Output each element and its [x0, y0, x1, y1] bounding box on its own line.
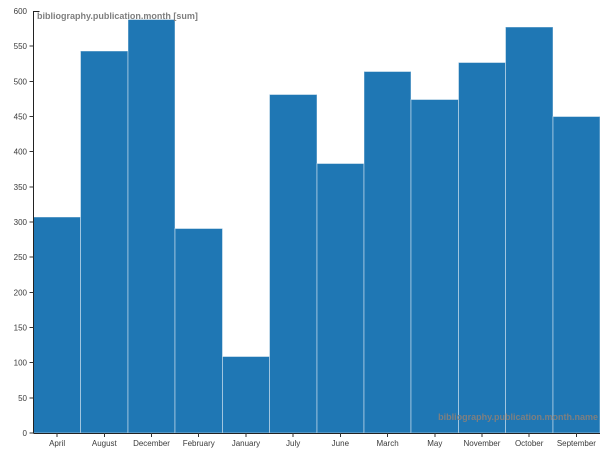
bar: [316, 163, 365, 434]
y-tick-label: 350: [14, 183, 28, 192]
x-tick-label: March: [376, 439, 398, 448]
y-tick-label: 200: [14, 288, 28, 297]
y-tick-label: 600: [14, 7, 28, 16]
bar: [174, 227, 223, 434]
y-tick-label: 450: [14, 113, 28, 122]
y-tick-label: 50: [18, 394, 27, 403]
y-tick-label: 0: [23, 429, 28, 438]
x-tick-label: December: [133, 439, 170, 448]
bar: [221, 355, 271, 434]
y-tick-label: 550: [14, 42, 28, 51]
bar: [505, 26, 554, 434]
y-tick-label: 250: [14, 253, 28, 262]
bar: [33, 216, 82, 434]
bar: [457, 61, 507, 434]
bar: [80, 50, 129, 434]
y-tick-label: 100: [14, 359, 28, 368]
x-tick-label: April: [49, 439, 65, 448]
bar: [269, 94, 318, 434]
bar: [552, 116, 600, 434]
x-tick-label: January: [232, 439, 260, 448]
y-tick-label: 400: [14, 148, 28, 157]
y-tick-label: 150: [14, 324, 28, 333]
x-tick-label: September: [557, 439, 596, 448]
x-tick-label: June: [332, 439, 350, 448]
x-tick-label: August: [92, 439, 118, 448]
y-tick-label: 500: [14, 77, 28, 86]
x-tick-label: February: [183, 439, 215, 448]
x-tick-label: May: [427, 439, 442, 448]
x-tick-label: November: [464, 439, 501, 448]
x-tick-label: July: [286, 439, 300, 448]
bar: [127, 18, 176, 434]
y-tick-label: 300: [14, 218, 28, 227]
bar: [363, 70, 412, 434]
bar: [410, 99, 459, 434]
x-tick-label: October: [515, 439, 544, 448]
